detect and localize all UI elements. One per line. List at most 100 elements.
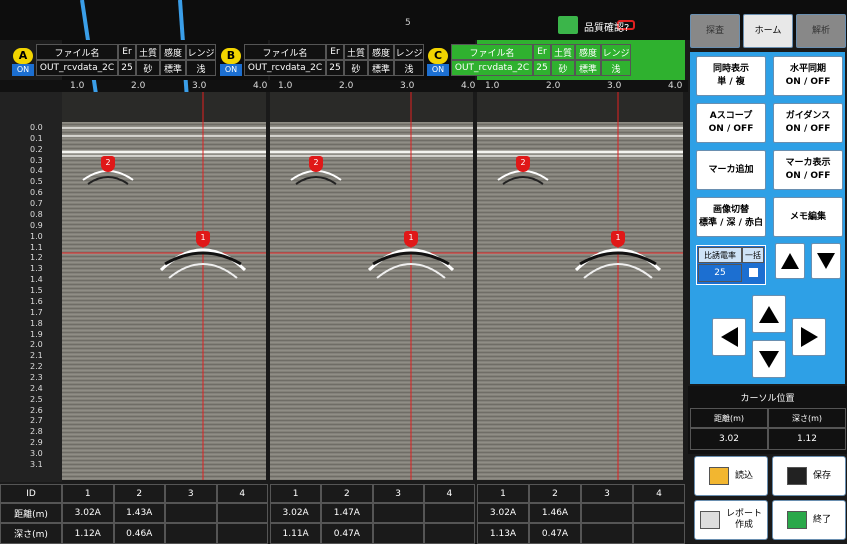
control-button[interactable]: マーカ追加 (696, 150, 766, 190)
id-cell: 3 (373, 484, 424, 503)
file-button[interactable]: レポート作成 (694, 500, 768, 540)
header-cell: ファイル名 (36, 44, 118, 60)
y-tick-label: 3.1 (30, 460, 43, 469)
header-cell: ファイル名 (451, 44, 533, 60)
id-cell: 2 (321, 484, 372, 503)
button-icon (787, 511, 807, 529)
radar-image: 21 (62, 92, 266, 480)
value-cell: 25 (118, 60, 136, 76)
value-cell: 砂 (344, 60, 368, 76)
x-tick-label: 2.0 (546, 81, 560, 91)
tab[interactable]: 探査 (690, 14, 740, 48)
control-button[interactable]: 同時表示単 / 複 (696, 56, 766, 96)
marker[interactable]: 1 (611, 231, 625, 247)
tab[interactable]: 解析 (796, 14, 846, 48)
file-button[interactable]: 読込 (694, 456, 768, 496)
header-cell: レンジ (601, 44, 631, 60)
move-down-btn[interactable] (752, 340, 786, 378)
marker[interactable]: 1 (196, 231, 210, 247)
permittivity-label: 比誘電率 (698, 247, 742, 263)
header-cell: 感度 (575, 44, 601, 60)
x-tick-label: 2.0 (131, 81, 145, 91)
id-cell: 4 (633, 484, 685, 503)
header-cell: レンジ (394, 44, 424, 60)
surface-band (270, 92, 473, 122)
y-tick-label: 0.1 (30, 134, 43, 143)
y-tick-label: 1.7 (30, 308, 43, 317)
value-cell: OUT_rcvdata_2C (244, 60, 326, 76)
control-button[interactable]: 画像切替標準 / 深 / 赤白 (696, 197, 766, 237)
y-tick-label: 1.5 (30, 286, 43, 295)
hyperbola (88, 177, 128, 184)
move-left-btn[interactable] (712, 318, 746, 356)
depth-cell: 1.12A (62, 523, 114, 544)
cursor-title: カーソル位置 (688, 388, 847, 406)
button-title: ガイダンス (786, 110, 830, 123)
panel-state[interactable]: ON (12, 64, 34, 76)
y-tick-label: 2.0 (30, 340, 43, 349)
distance-cell: 1.46A (529, 503, 581, 523)
file-button[interactable]: 終了 (772, 500, 846, 540)
depth-cell: 1.13A (477, 523, 529, 544)
move-right-btn[interactable] (792, 318, 826, 356)
marker[interactable]: 1 (404, 231, 418, 247)
button-option: ON / OFF (786, 170, 831, 183)
y-tick-label: 2.5 (30, 395, 43, 404)
y-tick-label: 2.7 (30, 416, 43, 425)
hyperbola (503, 177, 543, 184)
header-cell: ファイル名 (244, 44, 326, 60)
radar-image: 21 (270, 92, 473, 480)
y-tick-label: 1.4 (30, 275, 43, 284)
panel-state[interactable]: ON (220, 64, 242, 76)
arrow-up-btn[interactable] (775, 243, 805, 279)
y-tick-label: 2.2 (30, 362, 43, 371)
cursor-header: 深さ(m) (768, 408, 846, 428)
radar-overlay (270, 92, 473, 480)
depth-cell: 0.46A (114, 523, 166, 544)
permittivity-value[interactable]: 25 (698, 264, 742, 282)
button-label: 読込 (735, 471, 753, 482)
page-number: 5 (405, 18, 411, 28)
panel-state[interactable]: ON (427, 64, 449, 76)
row-label: 深さ(m) (0, 523, 62, 544)
batch-checkbox[interactable] (749, 268, 758, 277)
button-icon (709, 467, 729, 485)
value-cell: 標準 (160, 60, 186, 76)
marker[interactable]: 2 (309, 156, 323, 172)
x-tick-label: 3.0 (607, 81, 621, 91)
status-label: 品質確認? (584, 19, 629, 34)
x-tick-label: 3.0 (400, 81, 414, 91)
empty-cell (581, 523, 633, 544)
button-icon (700, 511, 720, 529)
distance-cell: 1.43A (114, 503, 166, 523)
radar-overlay (477, 92, 683, 480)
file-button[interactable]: 保存 (772, 456, 846, 496)
button-title: マーカ追加 (708, 164, 753, 177)
y-tick-label: 0.8 (30, 210, 43, 219)
marker[interactable]: 2 (516, 156, 530, 172)
y-tick-label: 1.9 (30, 330, 43, 339)
move-up-btn[interactable] (752, 295, 786, 333)
tab[interactable]: ホーム (743, 14, 793, 48)
id-cell: 2 (529, 484, 581, 503)
control-button[interactable]: メモ編集 (773, 197, 843, 237)
header-cell: Er (533, 44, 551, 60)
button-option: ON / OFF (786, 76, 831, 89)
y-tick-label: 2.3 (30, 373, 43, 382)
app-window: 5品質確認?探査ホーム解析AONファイル名OUT_rcvdata_2CEr25土… (0, 0, 847, 544)
surface-band (62, 92, 266, 122)
radar-overlay (62, 92, 266, 480)
marker[interactable]: 2 (101, 156, 115, 172)
x-tick-label: 1.0 (485, 81, 499, 91)
header-cell: 土質 (551, 44, 575, 60)
y-tick-label: 1.0 (30, 232, 43, 241)
header-cell: 感度 (368, 44, 394, 60)
arrow-down-btn[interactable] (811, 243, 841, 279)
empty-cell (217, 523, 269, 544)
batch-label: 一括 (742, 247, 764, 263)
y-tick-label: 1.8 (30, 319, 43, 328)
